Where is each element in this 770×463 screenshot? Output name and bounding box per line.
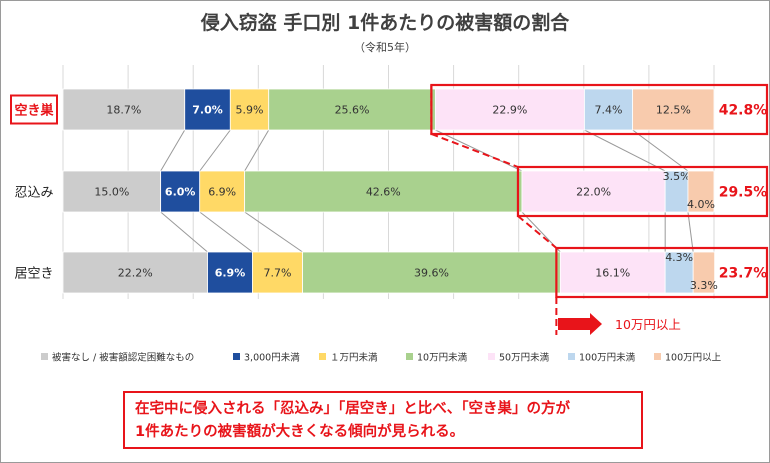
bar-value-label: 22.0% bbox=[576, 186, 611, 199]
bar-segment bbox=[62, 251, 208, 294]
bar-value-label: 18.7% bbox=[106, 104, 141, 117]
bar-value-label: 22.2% bbox=[118, 267, 153, 280]
bar-segment bbox=[692, 251, 716, 294]
legend-label: 100万円未満 bbox=[579, 352, 636, 364]
series-connector-line bbox=[632, 129, 689, 172]
bar-segment bbox=[207, 251, 253, 294]
arrow-icon bbox=[558, 313, 602, 335]
series-connector-line bbox=[244, 129, 270, 172]
over-100k-total-label: 42.8% bbox=[719, 103, 768, 119]
highlight-box bbox=[555, 246, 769, 299]
bar-value-label: 6.9% bbox=[208, 186, 236, 199]
bar-segment bbox=[199, 170, 246, 213]
bar-value-label: 6.0% bbox=[165, 186, 196, 199]
bar-value-label: 42.6% bbox=[366, 186, 401, 199]
series-connector-line bbox=[160, 129, 186, 172]
series-connector-line bbox=[584, 129, 666, 172]
series-connector-line bbox=[199, 211, 253, 253]
arrow-label: 10万円以上 bbox=[615, 317, 681, 332]
bar-segment bbox=[584, 88, 634, 131]
note-box: 在宅中に侵入される「忍込み」「居空き」と比べ、「空き巣」の方が 1件あたりの被害… bbox=[123, 391, 643, 449]
bar-value-label: 4.3% bbox=[665, 251, 693, 264]
bar-value-label: 6.9% bbox=[215, 267, 246, 280]
bar-segment bbox=[687, 170, 715, 213]
legend-label: 100万円以上 bbox=[665, 353, 722, 364]
bar-value-label: 3.3% bbox=[690, 279, 718, 292]
legend-label: 10万円未満 bbox=[417, 352, 468, 364]
bar-segment bbox=[229, 88, 270, 131]
bar-segment bbox=[244, 170, 523, 213]
bar-value-label: 22.9% bbox=[492, 104, 527, 117]
bar-value-label: 3.5% bbox=[663, 170, 691, 183]
bar-value-label: 12.5% bbox=[656, 104, 691, 117]
series-connector-line bbox=[687, 211, 694, 253]
bar-value-label: 15.0% bbox=[94, 186, 129, 199]
bar-value-label: 7.4% bbox=[595, 104, 623, 117]
note-line-2: 1件あたりの被害額が大きくなる傾向が見られる。 bbox=[135, 424, 465, 440]
bar-value-label: 25.6% bbox=[335, 104, 370, 117]
series-connector-line bbox=[199, 129, 231, 172]
legend-swatch bbox=[568, 353, 575, 360]
bar-segment bbox=[559, 251, 666, 294]
legend-swatch bbox=[41, 353, 48, 360]
legend-label: １万円未満 bbox=[330, 352, 378, 364]
legend-swatch bbox=[488, 353, 495, 360]
category-label: 忍込み bbox=[14, 186, 53, 201]
bar-segment bbox=[160, 170, 201, 213]
category-label-box bbox=[10, 94, 58, 125]
highlight-dashed-connector bbox=[517, 215, 558, 249]
bar-segment bbox=[252, 251, 303, 294]
bar-segment bbox=[664, 251, 694, 294]
legend-swatch bbox=[319, 353, 326, 360]
bar-segment bbox=[434, 88, 585, 131]
bar-value-label: 7.7% bbox=[264, 267, 292, 280]
bar-segment bbox=[184, 88, 231, 131]
series-connector-line bbox=[435, 129, 523, 172]
series-connector-line bbox=[160, 211, 208, 253]
over-100k-total-label: 29.5% bbox=[719, 185, 768, 201]
legend-label: 3,000円未満 bbox=[244, 352, 300, 364]
bar-value-label: 16.1% bbox=[595, 267, 630, 280]
bar-value-label: 39.6% bbox=[414, 267, 449, 280]
highlight-dashed-connector bbox=[431, 133, 519, 168]
bar-value-label: 5.9% bbox=[236, 104, 264, 117]
bar-segment bbox=[632, 88, 715, 131]
chart-title: 侵入窃盗 手口別 1件あたりの被害額の割合 bbox=[200, 11, 570, 34]
legend-swatch bbox=[233, 353, 240, 360]
category-label: 空き巣 bbox=[14, 103, 54, 119]
note-line-1: 在宅中に侵入される「忍込み」「居空き」と比べ、「空き巣」の方が bbox=[135, 401, 570, 417]
series-connector-line bbox=[244, 211, 303, 253]
legend-label: 50万円未満 bbox=[499, 352, 550, 364]
bar-segment bbox=[62, 88, 186, 131]
bar-segment bbox=[268, 88, 436, 131]
bar-value-label: 4.0% bbox=[687, 198, 715, 211]
chart-subtitle: （令和5年） bbox=[354, 40, 416, 54]
legend-swatch bbox=[654, 353, 661, 360]
stacked-bar-chart: 侵入窃盗 手口別 1件あたりの被害額の割合 （令和5年） 18.7% 7.0% 5.… bbox=[10, 11, 769, 364]
legend-label: 被害なし / 被害額認定困難なもの bbox=[52, 352, 194, 364]
category-label: 居空き bbox=[14, 267, 53, 282]
over-100k-total-label: 23.7% bbox=[719, 266, 768, 282]
highlight-box bbox=[516, 165, 769, 218]
bar-segment bbox=[302, 251, 561, 294]
legend-swatch bbox=[406, 353, 413, 360]
bar-value-label: 7.0% bbox=[192, 104, 223, 117]
